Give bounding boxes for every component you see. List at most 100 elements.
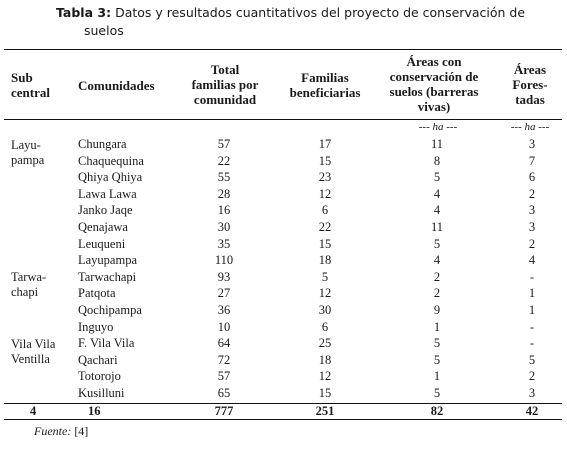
table-caption: Tabla 3: Datos y resultados cuantitativo… — [56, 4, 556, 40]
total-areas-forestadas: 42 — [525, 404, 539, 418]
total-areas-conservacion: 82 — [430, 404, 444, 418]
subcentral-vilavila: Vila Vila Ventilla — [11, 337, 56, 366]
table-source: Fuente: [4] — [34, 424, 88, 439]
cell-comunidad: Qochipampa — [78, 303, 142, 317]
cell-areas-conservacion: 5 — [433, 170, 441, 185]
top-rule — [4, 49, 562, 50]
cell-areas-conservacion: 4 — [433, 186, 441, 201]
cell-comunidad: Qachari — [78, 352, 118, 367]
cell-areas-conservacion: 1 — [433, 369, 441, 384]
cell-areas-conservacion: 5 — [433, 236, 441, 251]
source-label: Fuente: — [34, 424, 72, 438]
cell-familias-beneficiarias: 30 — [318, 303, 332, 317]
caption-label: Tabla 3 — [56, 5, 107, 20]
unit-areas-forestadas: --- ha --- — [510, 121, 550, 133]
cell-total-familias: 64 — [217, 336, 231, 351]
cell-areas-forestadas: 4 — [528, 253, 536, 268]
total-subcentral: 4 — [30, 404, 37, 418]
cell-areas-forestadas: 3 — [528, 386, 536, 400]
cell-areas-conservacion: 11 — [430, 220, 444, 234]
cell-areas-conservacion: 11 — [430, 137, 444, 151]
bottom-rule — [4, 419, 562, 420]
cell-total-familias: 110 — [214, 253, 234, 268]
cell-areas-forestadas: 1 — [528, 303, 536, 317]
cell-areas-conservacion: 5 — [433, 352, 441, 367]
cell-areas-forestadas: - — [529, 319, 535, 334]
cell-familias-beneficiarias: 12 — [318, 286, 332, 301]
cell-areas-forestadas: 5 — [528, 352, 536, 367]
cell-familias-beneficiarias: 25 — [318, 336, 332, 351]
cell-familias-beneficiarias: 18 — [318, 352, 332, 367]
total-rule — [4, 403, 562, 404]
cell-areas-forestadas: 3 — [528, 203, 536, 218]
header-areas-conservacion: Áreas con conservación de suelos (barrer… — [389, 54, 479, 114]
total-familias-comunidad: 777 — [214, 404, 234, 418]
cell-areas-forestadas: 2 — [528, 369, 536, 384]
cell-comunidad: Chungara — [78, 137, 127, 151]
cell-familias-beneficiarias: 12 — [318, 186, 332, 201]
header-subcentral: Sub central — [11, 70, 50, 100]
cell-familias-beneficiarias: 15 — [318, 236, 332, 251]
cell-areas-conservacion: 4 — [433, 203, 441, 218]
cell-familias-beneficiarias: 22 — [318, 220, 332, 234]
cell-comunidad: Chaquequina — [78, 153, 144, 168]
cell-familias-beneficiarias: 15 — [318, 386, 332, 400]
cell-areas-forestadas: - — [529, 336, 535, 351]
cell-total-familias: 72 — [217, 352, 231, 367]
cell-comunidad: Kusilluni — [78, 386, 125, 400]
cell-total-familias: 57 — [217, 137, 231, 151]
cell-total-familias: 93 — [217, 269, 231, 284]
cell-total-familias: 35 — [217, 236, 231, 251]
subcentral-tarwachapi: Tarwa- chapi — [11, 270, 47, 299]
cell-familias-beneficiarias: 18 — [318, 253, 332, 268]
cell-comunidad: Patqota — [78, 286, 116, 301]
total-comunidades: 16 — [88, 404, 101, 418]
cell-comunidad: F. Vila Vila — [78, 336, 135, 351]
cell-areas-forestadas: 3 — [528, 137, 536, 151]
cell-total-familias: 22 — [217, 153, 231, 168]
cell-familias-beneficiarias: 6 — [321, 203, 329, 218]
cell-areas-forestadas: 7 — [528, 153, 536, 168]
cell-total-familias: 30 — [217, 220, 231, 234]
cell-areas-conservacion: 9 — [433, 303, 441, 317]
caption-text-line2: suelos — [84, 23, 124, 38]
cell-familias-beneficiarias: 6 — [321, 319, 329, 334]
cell-total-familias: 65 — [217, 386, 231, 400]
total-familias-beneficiarias: 251 — [315, 404, 335, 418]
cell-comunidad: Qenajawa — [78, 220, 128, 234]
unit-areas-conservacion: --- ha --- — [418, 121, 458, 133]
cell-familias-beneficiarias: 17 — [318, 137, 332, 151]
cell-total-familias: 57 — [217, 369, 231, 384]
cell-total-familias: 10 — [217, 319, 231, 334]
header-rule — [4, 119, 562, 120]
cell-familias-beneficiarias: 15 — [318, 153, 332, 168]
cell-areas-forestadas: 2 — [528, 236, 536, 251]
cell-areas-forestadas: - — [529, 269, 535, 284]
cell-areas-forestadas: 1 — [528, 286, 536, 301]
cell-familias-beneficiarias: 23 — [318, 170, 332, 185]
cell-familias-beneficiarias: 12 — [318, 369, 332, 384]
cell-comunidad: Janko Jaqe — [78, 203, 133, 218]
cell-total-familias: 28 — [217, 186, 231, 201]
cell-total-familias: 55 — [217, 170, 231, 185]
source-ref: [4] — [74, 424, 89, 438]
cell-comunidad: Lawa Lawa — [78, 186, 137, 201]
header-familias-beneficiarias: Familias beneficiarias — [289, 70, 361, 100]
header-comunidades: Comunidades — [78, 78, 155, 93]
cell-areas-conservacion: 1 — [433, 319, 441, 334]
cell-familias-beneficiarias: 5 — [321, 269, 329, 284]
cell-areas-conservacion: 2 — [433, 286, 441, 301]
caption-text-line1: Datos y resultados cuantitativos del pro… — [115, 5, 526, 20]
cell-comunidad: Totorojo — [78, 369, 121, 384]
cell-areas-forestadas: 2 — [528, 186, 536, 201]
cell-comunidad: Qhiya Qhiya — [78, 170, 143, 185]
cell-areas-conservacion: 5 — [433, 336, 441, 351]
cell-areas-conservacion: 4 — [433, 253, 441, 268]
cell-areas-conservacion: 2 — [433, 269, 441, 284]
header-total-familias: Total familias por comunidad — [191, 62, 259, 107]
cell-areas-forestadas: 6 — [528, 170, 536, 185]
cell-areas-conservacion: 5 — [433, 386, 441, 400]
cell-comunidad: Tarwachapi — [78, 269, 137, 284]
subcentral-layupampa: Layu- pampa — [11, 138, 45, 167]
cell-total-familias: 36 — [217, 303, 231, 317]
